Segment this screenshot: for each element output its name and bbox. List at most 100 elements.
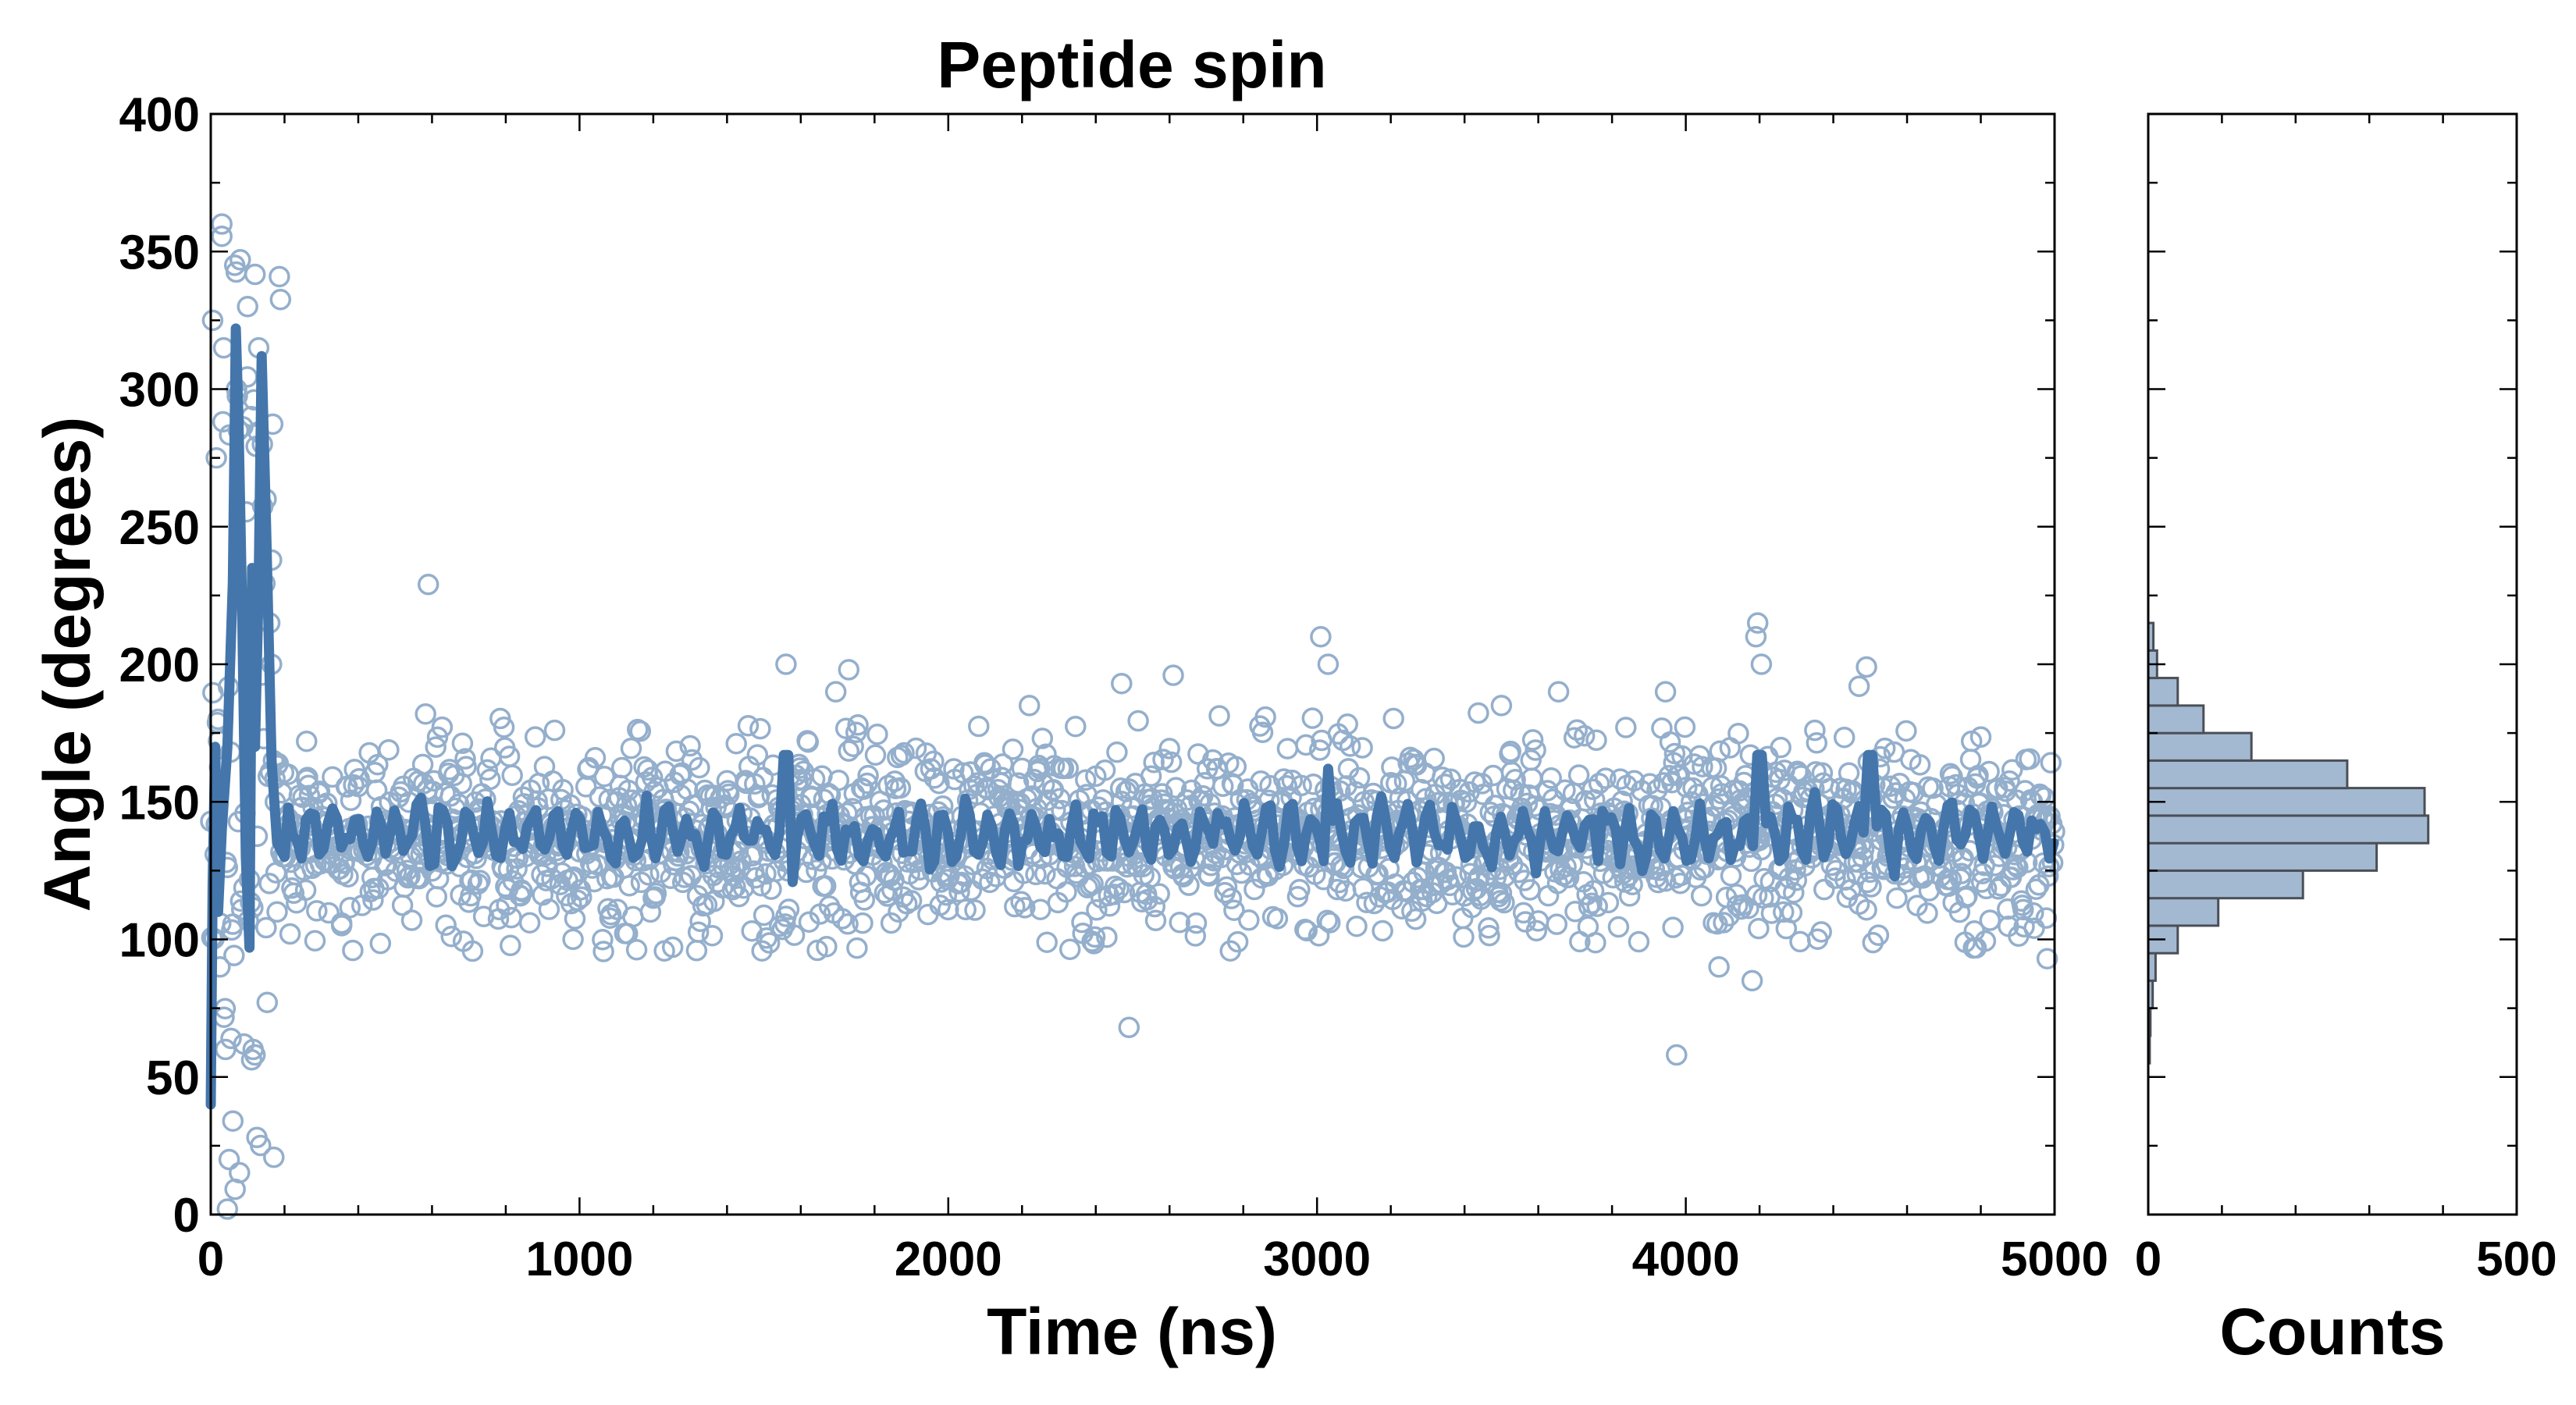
scatter-point [1783,881,1805,904]
scatter-series-layer [200,213,2065,1220]
scatter-point [1184,925,1207,947]
scatter-point [1956,885,1978,907]
scatter-point [1860,876,1882,898]
scatter-point [1478,924,1500,947]
scatter-point [1586,895,1608,917]
scatter-point [1302,773,1325,795]
scatter-point [431,716,454,738]
scatter-point [447,793,470,816]
scatter-point [866,723,888,745]
scatter-point [1979,909,2001,931]
scatter-point [1546,913,1568,935]
scatter-point [1111,672,1133,695]
scatter-point [1659,731,1681,753]
scatter-point [1367,863,1389,885]
scatter-point [1083,926,1106,948]
scatter-point [1969,726,1992,748]
scatter-point [1564,901,1586,923]
scatter-point [1909,754,1931,776]
scatter-point [1974,930,1997,952]
scatter-point [1162,664,1184,686]
scatter-point [400,909,423,931]
scatter-point [1713,912,1735,934]
scatter-point [806,939,828,962]
scatter-point [279,923,301,945]
scatter-point [1810,921,1832,943]
scatter-point [543,719,566,742]
y-tick-label: 400 [119,88,200,142]
scatter-point [1289,878,1311,901]
scatter-point [1290,774,1312,797]
scatter-point [1690,884,1713,907]
scatter-point [1301,707,1324,729]
scatter-point [461,940,484,962]
scatter-point [1770,736,1791,759]
scatter-point [2036,948,2058,969]
scatter-point [426,726,449,749]
scatter-point [440,925,462,948]
scatter-point [645,882,667,905]
scatter-point [831,908,853,930]
scatter-point [415,702,436,725]
scatter-point [1244,878,1265,901]
main-axis-ticks: 0 1000 2000 3000 4000 5000 0 50 100 150 200 250 300 3… [119,88,2108,1286]
scatter-point [1346,915,1368,937]
scatter-point [2023,902,2044,924]
scatter-point [679,735,701,757]
scatter-point [211,213,233,235]
scatter-point [1310,626,1332,648]
scatter-point [1939,763,1962,785]
scatter-point [618,875,640,897]
x-tick-label: 2000 [895,1232,1002,1286]
scatter-point [968,715,990,738]
scatter-point [511,880,533,902]
scatter-point [1336,713,1358,735]
histogram-bar [2147,759,2349,790]
scatter-point [749,717,771,740]
scatter-point [361,866,383,889]
scatter-point [1525,739,1546,761]
scatter-point [350,895,373,916]
scatter-point [1139,866,1162,888]
scatter-point [1654,681,1677,703]
scatter-point [1525,919,1548,942]
scatter-point [237,296,258,318]
scatter-point [460,884,482,907]
scatter-point [1607,916,1630,938]
scatter-point [330,915,353,937]
scatter-point [592,941,614,962]
scatter-point [688,756,710,779]
y-tick-label: 350 [119,226,200,279]
scatter-point [342,939,364,962]
scatter-point [1226,930,1249,953]
scatter-point [476,759,499,781]
scatter-point [1588,773,1610,795]
scatter-point [881,879,903,901]
scatter-point [584,747,607,769]
scatter-point [435,914,457,936]
scatter-point [1118,1016,1140,1039]
scatter-point [1848,675,1870,697]
scatter-point [884,770,906,792]
scatter-point [1998,770,2020,792]
scatter-point [1160,751,1183,774]
scatter-point [1727,722,1749,745]
scatter-point [1276,775,1297,797]
scatter-point [1295,734,1317,756]
y-tick-label: 0 [173,1189,200,1243]
scatter-point [746,744,769,766]
scatter-point [1141,788,1163,810]
scatter-point [1004,895,1026,918]
scatter-point [979,871,1001,894]
scatter-point [1113,881,1136,904]
scatter-point [1628,930,1650,953]
scatter-point [1494,866,1516,887]
scatter-point [717,783,740,806]
histogram-axis-ticks: 0 500 [2135,112,2557,1286]
scatter-point [737,715,760,737]
scatter-point [211,225,233,247]
scatter-point [212,336,235,359]
scatter-point [1867,924,1890,946]
scatter-point [1220,887,1243,909]
scatter-point [895,893,918,915]
